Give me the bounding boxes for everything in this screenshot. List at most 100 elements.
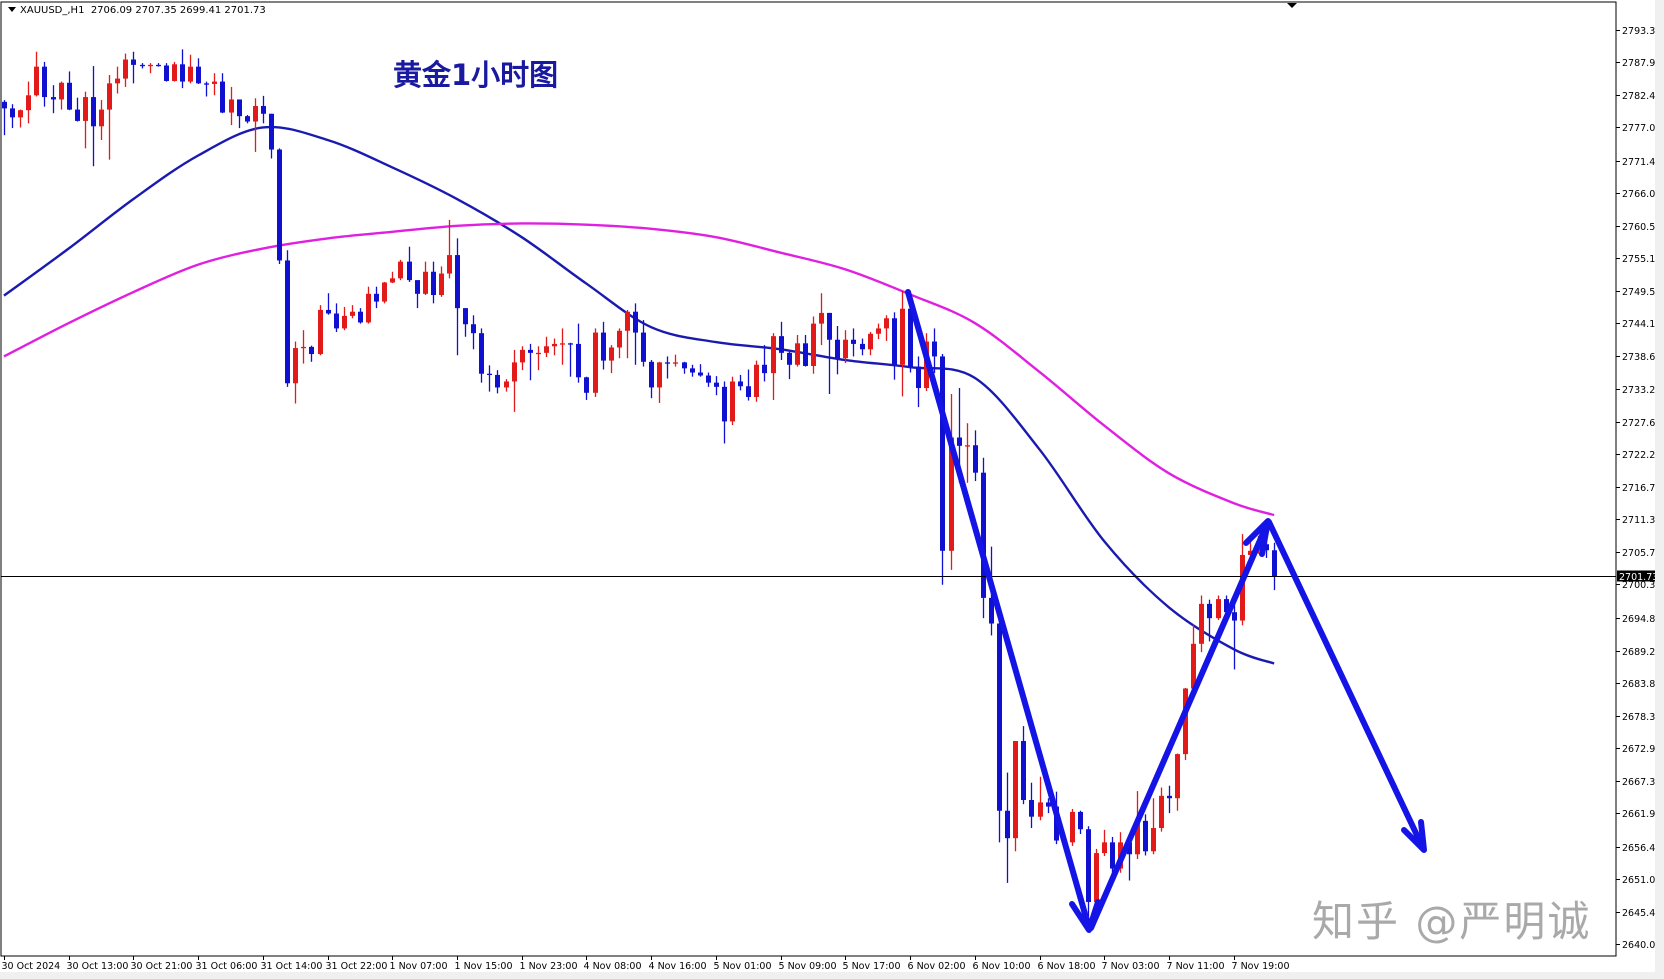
candle-body: [447, 255, 452, 274]
candle-body: [601, 332, 606, 361]
price-tick-label: 2733.20: [1622, 385, 1661, 396]
candle: [471, 315, 476, 350]
candle-body: [682, 362, 687, 369]
price-tick-label: 2672.90: [1622, 744, 1661, 755]
candle: [431, 261, 436, 304]
candle: [479, 328, 484, 383]
candle-body: [609, 347, 614, 361]
candle-body: [568, 343, 573, 345]
candle-body: [957, 437, 962, 446]
candle: [439, 266, 444, 297]
candle-body: [204, 83, 209, 85]
candle-body: [301, 346, 306, 349]
candle-body: [876, 328, 881, 334]
candle-body: [1264, 544, 1269, 551]
candle-body: [584, 377, 589, 393]
candle: [738, 374, 743, 391]
candle: [309, 345, 314, 362]
price-tick-label: 2640.05: [1622, 940, 1661, 951]
candle: [1143, 814, 1148, 856]
candle-body: [1070, 811, 1075, 843]
time-tick-label: 4 Nov 16:00: [649, 961, 707, 972]
candle-body: [180, 64, 185, 82]
candle: [932, 328, 937, 374]
time-tick-label: 6 Nov 18:00: [1038, 961, 1096, 972]
time-tick-label: 5 Nov 01:00: [714, 961, 772, 972]
candle-body: [1224, 599, 1229, 613]
candle-body: [1151, 828, 1156, 852]
candle: [318, 305, 323, 356]
candle-body: [771, 336, 776, 374]
moving-averages: [3, 125, 1275, 665]
candle-body: [860, 343, 865, 350]
chart-shift-marker-icon[interactable]: [1287, 3, 1297, 8]
candle-body: [1216, 599, 1221, 619]
candle: [245, 114, 250, 124]
arrowhead-icon: [1401, 819, 1427, 853]
candle-body: [738, 381, 743, 387]
candle-body: [714, 382, 719, 387]
window-edge-bottom: [0, 972, 1664, 979]
candle-body: [415, 280, 420, 294]
ohlc-readout: 2706.09 2707.35 2699.41 2701.73: [90, 5, 266, 16]
candle: [1199, 595, 1204, 653]
candle-body: [641, 332, 646, 362]
price-tick-label: 2711.30: [1622, 515, 1661, 526]
candle: [827, 312, 832, 394]
watermark: 知乎 @严明诚: [1312, 897, 1592, 946]
candle: [584, 376, 589, 400]
candle: [900, 290, 905, 397]
candle-body: [431, 271, 436, 296]
candle: [42, 61, 47, 107]
time-tick-label: 7 Nov 19:00: [1232, 961, 1290, 972]
candle: [649, 360, 654, 399]
candle: [762, 345, 767, 382]
candle-body: [868, 333, 873, 350]
price-tick-label: 2651.00: [1622, 875, 1661, 886]
candle-body: [455, 255, 460, 309]
candle: [204, 81, 209, 97]
candle: [1191, 624, 1196, 692]
time-tick-label: 30 Oct 13:00: [67, 961, 129, 972]
candle-body: [851, 339, 856, 344]
candle-body: [229, 99, 234, 113]
candle: [301, 330, 306, 364]
candle-body: [59, 82, 64, 100]
price-tick-label: 2722.25: [1622, 450, 1661, 461]
candle: [180, 49, 185, 89]
candle: [860, 338, 865, 356]
candle: [835, 326, 840, 375]
candle-body: [520, 349, 525, 363]
candle: [220, 73, 225, 114]
price-tick-label: 2782.40: [1622, 91, 1661, 102]
candle-body: [2, 101, 7, 109]
candle: [1151, 798, 1156, 855]
candle-body: [463, 308, 468, 325]
candle: [34, 51, 39, 97]
candle: [657, 361, 662, 403]
candle: [981, 457, 986, 619]
candle-body: [576, 343, 581, 378]
candle: [358, 308, 363, 324]
candle-body: [326, 309, 331, 314]
price-tick-label: 2744.15: [1622, 319, 1661, 330]
time-axis: 30 Oct 2024 30 Oct 13:00 30 Oct 21:00 31 Oc…: [2, 956, 1290, 972]
candle: [382, 281, 387, 304]
candle-body: [220, 81, 225, 113]
candle: [59, 81, 64, 110]
dropdown-triangle-icon[interactable]: [8, 7, 16, 12]
candle: [892, 312, 897, 380]
candle-body: [1094, 853, 1099, 902]
candle: [75, 97, 80, 122]
candle: [811, 316, 816, 374]
candle: [730, 376, 735, 425]
candle-body: [253, 106, 258, 122]
candle-body: [827, 312, 832, 340]
current-price-label: 2701.73: [1617, 570, 1658, 583]
candle-body: [504, 381, 509, 388]
candle: [212, 73, 217, 96]
candle-body: [1110, 842, 1115, 869]
candle-body: [1086, 829, 1091, 902]
